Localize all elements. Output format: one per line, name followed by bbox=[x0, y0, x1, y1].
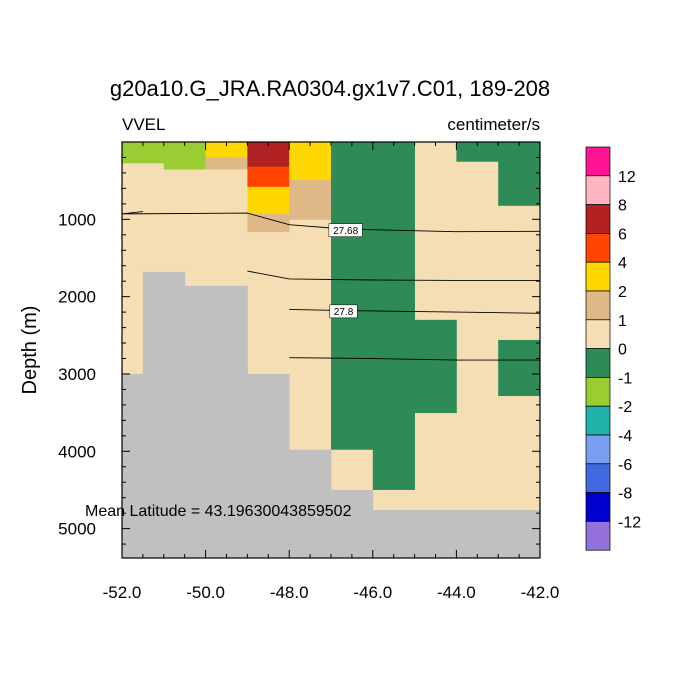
colorbar-label: 0 bbox=[618, 342, 627, 359]
x-tick-label: -50.0 bbox=[186, 583, 225, 602]
x-tick-label: -42.0 bbox=[521, 583, 560, 602]
data-cell bbox=[414, 319, 457, 414]
data-cell bbox=[372, 142, 415, 491]
data-cell bbox=[247, 186, 290, 215]
contour-line bbox=[289, 308, 541, 314]
data-cell bbox=[247, 142, 290, 168]
y-tick-label: 1000 bbox=[58, 210, 96, 229]
mean-latitude-annotation: Mean Latitude = 43.19630043859502 bbox=[85, 503, 352, 520]
data-cell bbox=[289, 142, 332, 181]
data-cell bbox=[205, 142, 248, 158]
colorbar-swatch bbox=[585, 146, 611, 177]
land-cell bbox=[247, 373, 290, 559]
y-tick-label: 5000 bbox=[58, 520, 96, 539]
subtitle-left: VVEL bbox=[122, 115, 165, 134]
colorbar-label: 6 bbox=[618, 226, 627, 243]
x-tick-label: -48.0 bbox=[270, 583, 309, 602]
colorbar-label: -12 bbox=[618, 514, 641, 531]
data-cell bbox=[205, 157, 248, 170]
land-cell bbox=[331, 489, 374, 559]
colorbar-swatch bbox=[585, 261, 611, 292]
x-axis: -52.0 -50.0 -48.0 -46.0 -44.0 -42.0 bbox=[103, 142, 560, 602]
colorbar-label: 1 bbox=[618, 313, 627, 330]
colorbar-swatch bbox=[585, 175, 611, 205]
data-cell bbox=[122, 142, 165, 164]
land-cell bbox=[289, 449, 332, 559]
data-cell bbox=[372, 489, 415, 511]
data-cell bbox=[331, 142, 374, 451]
colorbar-swatch bbox=[585, 492, 611, 522]
y-axis-label: Depth (m) bbox=[19, 306, 41, 395]
colorbar-swatch bbox=[585, 405, 611, 436]
colorbar-label: -1 bbox=[618, 370, 632, 387]
colorbar-swatch bbox=[585, 377, 611, 407]
colorbar-label: 8 bbox=[618, 198, 627, 215]
colorbar-swatch bbox=[585, 348, 611, 378]
subtitle-right: centimeter/s bbox=[447, 115, 540, 134]
data-cells bbox=[122, 142, 541, 511]
data-cell bbox=[456, 142, 499, 162]
y-tick-label: 3000 bbox=[58, 365, 96, 384]
y-tick-label: 4000 bbox=[58, 442, 96, 461]
colorbar-swatch bbox=[585, 233, 611, 263]
colorbar: 12 8 6 4 2 1 0 -1 -2 -4 -6 -8 -12 bbox=[585, 146, 641, 551]
colorbar-swatch bbox=[585, 204, 611, 234]
colorbar-label: 12 bbox=[618, 169, 636, 186]
land-cell bbox=[122, 373, 144, 559]
colorbar-label: -8 bbox=[618, 486, 632, 503]
plot-area: 27.68 27.8 -52.0 -50.0 -48.0 -46.0 -44.0 -42.0… bbox=[58, 141, 560, 602]
data-cell bbox=[247, 166, 290, 188]
data-cell bbox=[498, 142, 541, 206]
data-cell bbox=[331, 449, 374, 491]
y-axis: 1000 2000 3000 4000 5000 bbox=[58, 156, 540, 545]
colorbar-swatch bbox=[585, 463, 611, 493]
land-cell bbox=[142, 271, 186, 559]
x-tick-label: -44.0 bbox=[437, 583, 476, 602]
x-tick-label: -52.0 bbox=[103, 583, 142, 602]
x-tick-label: -46.0 bbox=[353, 583, 392, 602]
colorbar-label: -2 bbox=[618, 399, 632, 416]
contour-line bbox=[247, 270, 540, 281]
contour-label-box bbox=[328, 223, 363, 237]
colorbar-swatch bbox=[585, 434, 611, 465]
colorbar-swatch bbox=[585, 319, 611, 349]
colorbar-label: 4 bbox=[618, 255, 627, 272]
data-cell bbox=[498, 339, 541, 397]
data-cell bbox=[247, 213, 290, 233]
contour-line bbox=[289, 357, 540, 361]
colorbar-swatch bbox=[585, 290, 611, 321]
land-cell bbox=[184, 285, 248, 559]
colorbar-label: 2 bbox=[618, 284, 627, 301]
y-tick-label: 2000 bbox=[58, 288, 96, 307]
colorbar-label: -4 bbox=[618, 428, 632, 445]
colorbar-swatch bbox=[585, 521, 611, 551]
contour-label: 27.8 bbox=[334, 307, 354, 318]
contour-label-box bbox=[329, 304, 358, 319]
data-cell bbox=[289, 179, 332, 220]
data-cell bbox=[163, 142, 206, 170]
chart-title: g20a10.G_JRA.RA0304.gx1v7.C01, 189-208 bbox=[110, 76, 550, 101]
contour-label: 27.68 bbox=[333, 226, 358, 237]
colorbar-label: -6 bbox=[618, 457, 632, 474]
